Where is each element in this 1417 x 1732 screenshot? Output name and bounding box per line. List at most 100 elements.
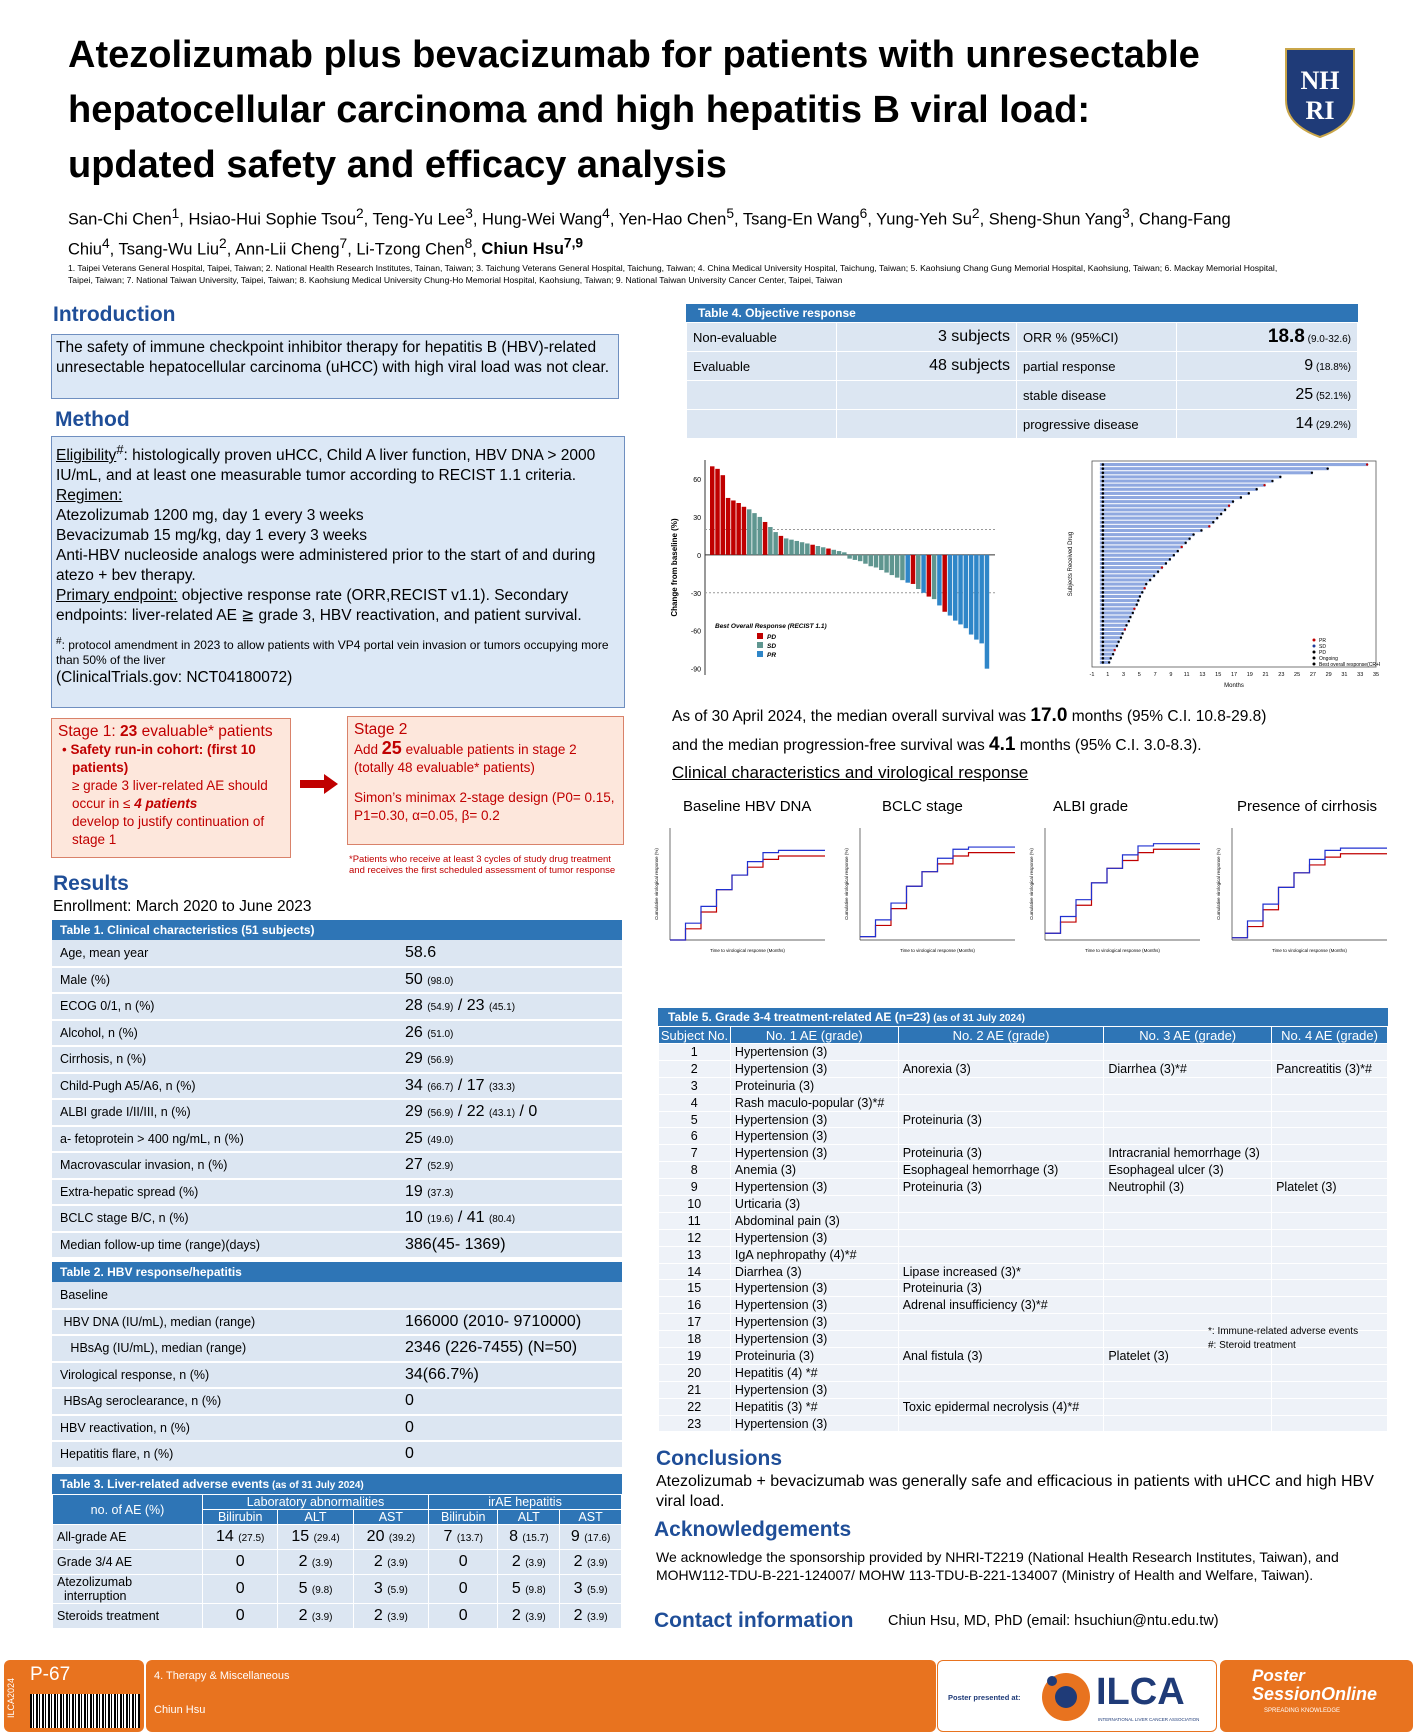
response-marker: [1129, 615, 1132, 619]
waterfall-bar: [857, 554, 863, 562]
ongoing-marker: [1101, 595, 1105, 598]
legend-label: SD: [1319, 644, 1326, 650]
table5-cell: [1103, 1263, 1273, 1281]
poster-id: P-67: [30, 1664, 71, 1685]
waterfall-bar: [879, 554, 884, 571]
table5-cell: [1103, 1195, 1273, 1213]
footer-presenter: Chiun Hsu: [154, 1704, 206, 1716]
waterfall-bar: [926, 554, 932, 597]
response-marker: [1255, 488, 1258, 491]
waterfall-bar: [905, 554, 910, 583]
x-tick-label: 13: [1199, 672, 1205, 678]
response-marker: [1133, 607, 1136, 611]
table5-cell: Toxic epidermal necrolysis (4)*#: [898, 1398, 1105, 1416]
stage1-continuation: develop to justify continuation of stage…: [72, 814, 265, 847]
legend-label: PD: [1319, 650, 1326, 656]
table5-cell: [1271, 1381, 1388, 1399]
table5-cell: [1271, 1263, 1388, 1281]
table3-col0: no. of AE (%): [52, 1494, 203, 1525]
table1-value: 10 (19.6) / 41 (80.4): [397, 1205, 622, 1233]
table5-header: No. 2 AE (grade): [897, 1026, 1105, 1044]
ongoing-marker: [1101, 500, 1105, 503]
table5-cell: [898, 1381, 1105, 1399]
ongoing-marker: [1101, 553, 1105, 557]
table5-cell: Hypertension (3): [730, 1144, 899, 1163]
regimen-antiviral: Anti-HBV nucleoside analogs were adminis…: [56, 547, 596, 585]
table5-cell: 13: [658, 1246, 731, 1264]
waterfall-bar: [963, 554, 969, 629]
table5-row: 4 Rash maculo-popular (3)*#: [658, 1094, 1388, 1112]
response-marker: [1145, 582, 1148, 586]
os-ci: months (95% C.I. 10.8-29.8): [1067, 708, 1267, 725]
table5-cell: [1271, 1364, 1388, 1382]
table3-row: Atezolizumab interruption 0 5 (9.8) 3 (5.9)…: [52, 1574, 622, 1604]
swimmer-bar: [1099, 652, 1115, 656]
pso-logo-1: Poster: [1252, 1666, 1305, 1685]
table3-subcol: Bilirubin: [201, 1509, 279, 1525]
table5-cell: Esophageal ulcer (3): [1103, 1161, 1273, 1180]
table1-label: ALBI grade I/II/III, n (%): [52, 1099, 397, 1127]
stage2-footnote: *Patients who receive at least 3 cycles …: [349, 854, 616, 876]
legend-marker: [1312, 644, 1316, 648]
ongoing-marker: [1101, 632, 1105, 635]
ongoing-marker: [1101, 652, 1105, 656]
os-value: 17.0: [1030, 705, 1068, 726]
table2-value: 166000 (2010- 9710000): [397, 1308, 622, 1336]
table2: Table 2. HBV response/hepatitis Baseline…: [52, 1262, 622, 1469]
affiliations: 1. Taipei Veterans General Hospital, Tai…: [68, 263, 1278, 285]
swimmer-bar: [1099, 611, 1134, 615]
table1-row: Age, mean year 58.6: [52, 940, 622, 968]
table5-cell: [1103, 1111, 1273, 1129]
regimen-label: Regimen:: [56, 487, 123, 505]
response-marker: [1121, 632, 1124, 635]
response-marker: [1143, 586, 1146, 590]
km-y-axis-label: Cumulative virological response (%): [654, 848, 659, 920]
ongoing-marker: [1101, 611, 1105, 615]
waterfall-bar: [752, 513, 757, 555]
ongoing-marker: [1101, 533, 1105, 536]
table2-value: 0: [397, 1388, 622, 1416]
stage1-safety-rest: first 10 patients): [72, 742, 256, 775]
table5-cell: Adrenal insufficiency (3)*#: [898, 1296, 1105, 1315]
table5-row: 20 Hepatitis (4) *#: [658, 1364, 1388, 1382]
table5-cell: [1271, 1094, 1388, 1112]
table1-label: Age, mean year: [52, 940, 397, 968]
table1-row: Child-Pugh A5/A6, n (%) 34 (66.7) / 17 (3…: [52, 1072, 622, 1100]
sd-label: stable disease: [1016, 380, 1177, 410]
waterfall-bar: [852, 554, 858, 560]
table5-cell: Proteinuria (3): [730, 1347, 899, 1365]
ongoing-marker: [1101, 628, 1105, 631]
y-tick-label: -30: [691, 591, 701, 598]
table3-cell: 7 (13.7): [428, 1524, 499, 1550]
table1-label: Macrovascular invasion, n (%): [52, 1152, 397, 1180]
table5-cell: 11: [658, 1212, 731, 1230]
table3-cell: 2 (3.9): [277, 1549, 354, 1575]
waterfall-bar: [826, 548, 831, 555]
table5-cell: 20: [658, 1364, 731, 1382]
table2-row: HBV reactivation, n (%) 0: [52, 1414, 622, 1442]
legend-marker: [1312, 662, 1316, 666]
table2-label: HBsAg seroclearance, n (%): [52, 1388, 397, 1416]
waterfall-bar: [731, 500, 736, 555]
table5-row: 17 Hypertension (3): [658, 1313, 1388, 1332]
swimmer-bar: [1099, 512, 1223, 516]
swimmer-bar: [1099, 504, 1231, 508]
response-marker: [1135, 603, 1138, 606]
swimmer-bar: [1099, 603, 1138, 607]
table1-label: Extra-hepatic spread (%): [52, 1178, 397, 1206]
table5-row: 11 Abdominal pain (3): [658, 1212, 1388, 1230]
waterfall-bar: [768, 527, 773, 555]
table3-row: Grade 3/4 AE 0 2 (3.9) 2 (3.9) 0 2 (3.9) 2 (3.…: [52, 1549, 622, 1575]
stage1-count: 23: [120, 723, 138, 740]
km-y-axis-label: Cumulative virological response (%): [1029, 848, 1034, 920]
table1-row: ECOG 0/1, n (%) 28 (54.9) / 23 (45.1): [52, 993, 622, 1021]
swimmer-bar: [1099, 549, 1179, 553]
table2-value: 0: [397, 1414, 622, 1442]
table5-cell: Proteinuria (3): [730, 1077, 899, 1095]
response-marker: [1200, 529, 1203, 532]
ilca-block: Poster presented at: ILCA INTERNATIONAL …: [937, 1660, 1217, 1732]
table1-value: 29 (56.9) / 22 (43.1) / 0: [397, 1099, 622, 1127]
ongoing-marker: [1101, 516, 1105, 520]
response-marker: [1326, 467, 1329, 470]
orr-ci: (9.0-32.6): [1304, 334, 1351, 345]
